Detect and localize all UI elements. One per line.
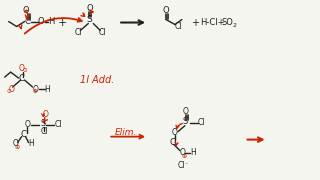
Text: ⊙: ⊙ — [7, 89, 11, 94]
Text: O: O — [43, 110, 48, 119]
Text: Cl: Cl — [198, 118, 205, 127]
Text: O: O — [183, 107, 189, 116]
Text: Cl: Cl — [74, 28, 82, 37]
Text: ⊕: ⊕ — [15, 145, 20, 150]
Text: H: H — [190, 148, 196, 157]
Text: O: O — [163, 6, 170, 15]
Text: ⁻: ⁻ — [185, 163, 188, 168]
Text: Cl: Cl — [41, 127, 48, 136]
Text: Elim.: Elim. — [115, 128, 138, 137]
Text: O: O — [180, 148, 186, 157]
Text: H: H — [44, 84, 50, 93]
Text: ⊙: ⊙ — [23, 68, 27, 73]
Text: C: C — [19, 74, 25, 83]
Text: ⊕: ⊕ — [182, 154, 187, 159]
Text: S: S — [41, 119, 46, 128]
Text: O: O — [86, 4, 93, 13]
Text: H: H — [49, 17, 55, 26]
Text: C: C — [25, 17, 30, 26]
Text: O: O — [172, 128, 178, 137]
Text: H: H — [28, 139, 34, 148]
Text: O: O — [37, 17, 44, 26]
Text: S: S — [86, 15, 92, 24]
Text: Cl: Cl — [175, 22, 182, 31]
Text: H-Cl+: H-Cl+ — [200, 18, 224, 27]
Text: O: O — [23, 6, 29, 15]
Text: O: O — [9, 84, 14, 93]
Text: C: C — [170, 138, 176, 147]
Text: O: O — [33, 84, 38, 93]
Text: Cl: Cl — [178, 161, 185, 170]
Text: 1l Add.: 1l Add. — [80, 75, 115, 85]
Text: +: + — [191, 17, 199, 28]
Text: O: O — [13, 139, 19, 148]
Text: SO: SO — [222, 18, 234, 27]
Text: ⊕: ⊕ — [33, 89, 37, 94]
Text: +: + — [58, 17, 67, 28]
Text: 2: 2 — [233, 23, 237, 28]
Text: O: O — [19, 64, 25, 73]
Text: S: S — [183, 117, 188, 126]
Text: Cl: Cl — [54, 120, 62, 129]
Text: C: C — [20, 130, 27, 139]
Text: O: O — [25, 120, 30, 129]
Text: Cl: Cl — [98, 28, 106, 37]
